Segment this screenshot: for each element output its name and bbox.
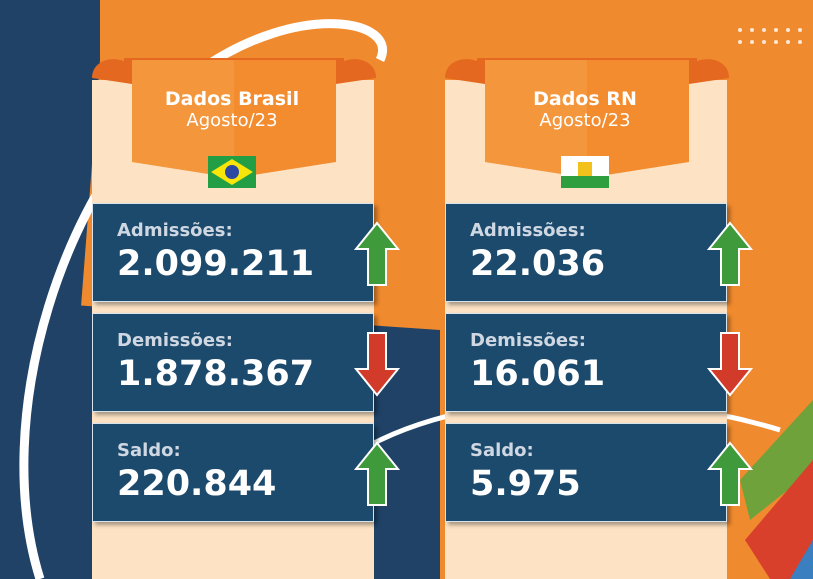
arrow-down <box>354 332 400 397</box>
arrow-up <box>354 221 400 286</box>
stripe <box>790 540 813 579</box>
stat-value: 5.975 <box>470 464 581 504</box>
stat-box: Saldo: 220.844 <box>92 423 374 522</box>
panel-subtitle: Agosto/23 <box>186 110 278 131</box>
stat-label: Admissões: <box>470 220 586 241</box>
stat-box: Saldo: 5.975 <box>445 423 727 522</box>
panel-header: Dados RN Agosto/23 <box>495 88 675 132</box>
arrow-down <box>707 332 753 397</box>
panel-header: Dados Brasil Agosto/23 <box>142 88 322 132</box>
stat-label: Admissões: <box>117 220 233 241</box>
panel-subtitle: Agosto/23 <box>539 110 631 131</box>
arrow-up <box>707 441 753 506</box>
stat-label: Saldo: <box>117 440 181 461</box>
arrow-up <box>707 221 753 286</box>
arrow-up <box>354 441 400 506</box>
stat-value: 22.036 <box>470 244 606 284</box>
stat-value: 2.099.211 <box>117 244 315 284</box>
stat-value: 1.878.367 <box>117 354 315 394</box>
stat-box: Admissões: 2.099.211 <box>92 203 374 302</box>
flag <box>561 156 609 188</box>
dots <box>738 28 802 44</box>
stat-label: Saldo: <box>470 440 534 461</box>
stripe <box>740 400 813 520</box>
stat-value: 220.844 <box>117 464 277 504</box>
stat-box: Demissões: 1.878.367 <box>92 313 374 412</box>
flag <box>208 156 256 188</box>
stat-label: Demissões: <box>117 330 233 351</box>
panel-title: Dados Brasil <box>164 88 300 110</box>
stat-box: Admissões: 22.036 <box>445 203 727 302</box>
ribbon <box>445 58 729 178</box>
stat-box: Demissões: 16.061 <box>445 313 727 412</box>
stat-label: Demissões: <box>470 330 586 351</box>
stat-value: 16.061 <box>470 354 606 394</box>
panel-title: Dados RN <box>533 88 637 110</box>
ribbon <box>92 58 376 178</box>
stripe <box>745 460 813 579</box>
